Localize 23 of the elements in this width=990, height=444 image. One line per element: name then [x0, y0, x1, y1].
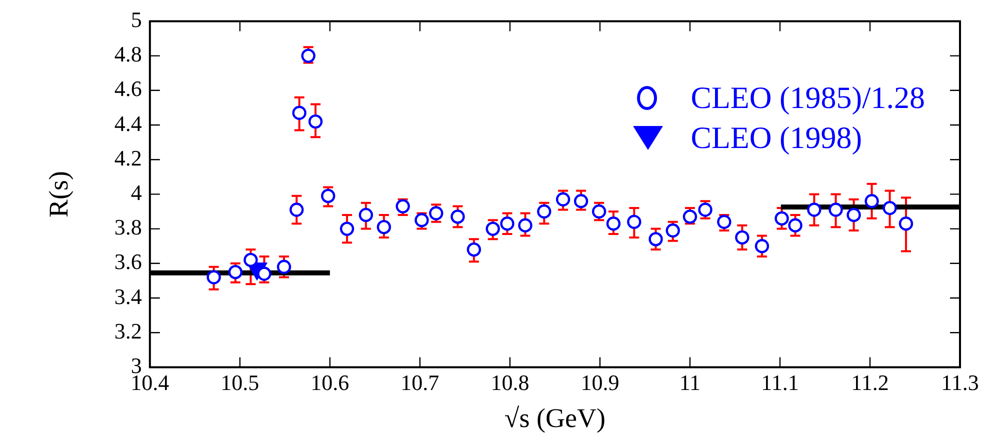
y-tick-label: 4.8 — [114, 42, 142, 67]
legend-label: CLEO (1985)/1.28 — [690, 79, 925, 117]
x-tick-label: 10.9 — [580, 370, 620, 396]
y-tick-label: 3.8 — [114, 214, 142, 240]
x-tick-label: 10.8 — [490, 370, 530, 396]
x-tick-label: 11.3 — [941, 370, 979, 396]
x-tick-label: 10.5 — [220, 370, 260, 396]
x-tick-label: 10.7 — [400, 370, 440, 396]
x-axis-title: √s (GeV) — [504, 402, 606, 433]
x-tick-label: 11 — [679, 370, 701, 396]
y-tick-label: 3.2 — [114, 318, 142, 344]
y-tick-label: 4.2 — [114, 145, 142, 170]
y-tick-label: 3.4 — [114, 284, 142, 309]
x-tick-label: 11.2 — [851, 370, 889, 396]
y-tick-label: 4.4 — [114, 110, 142, 136]
legend-label: CLEO (1998) — [690, 119, 862, 157]
x-tick-label: 11.1 — [761, 370, 799, 396]
x-tick-label: 10.6 — [310, 370, 350, 396]
y-tick-label: 4 — [130, 180, 142, 205]
y-tick-label: 4.6 — [114, 76, 142, 102]
y-axis-title: R(s) — [43, 170, 74, 218]
y-tick-label: 3.6 — [114, 249, 142, 274]
y-tick-label: 5 — [130, 6, 142, 32]
